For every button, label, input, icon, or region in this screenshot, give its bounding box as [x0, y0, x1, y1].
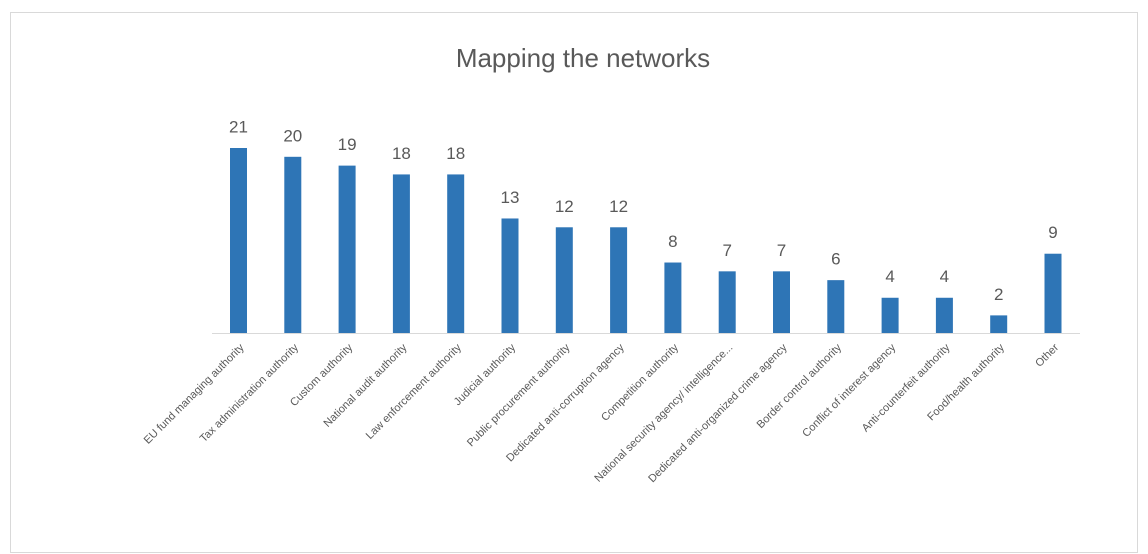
data-label: 8	[668, 232, 677, 251]
bar	[392, 174, 410, 333]
data-label: 4	[940, 267, 949, 286]
data-label: 21	[229, 117, 248, 136]
bar	[718, 271, 736, 333]
bar	[230, 148, 247, 333]
bar	[501, 218, 519, 333]
data-label: 13	[501, 188, 520, 207]
data-label: 12	[609, 197, 628, 216]
data-label: 2	[994, 285, 1003, 304]
chart-title: Mapping the networks	[456, 43, 710, 73]
data-label: 6	[831, 250, 840, 269]
data-label: 7	[722, 241, 731, 260]
data-label: 4	[885, 267, 894, 286]
bar	[447, 174, 465, 333]
bar	[827, 280, 845, 333]
data-label: 19	[338, 135, 357, 154]
data-label: 9	[1048, 223, 1057, 242]
bar	[338, 165, 356, 333]
bar	[935, 297, 953, 333]
bar	[881, 297, 899, 333]
data-label: 7	[777, 241, 786, 260]
bar	[773, 271, 790, 333]
bar	[610, 227, 628, 333]
bar	[284, 156, 302, 333]
data-label: 20	[283, 126, 302, 145]
chart-border	[10, 12, 1138, 553]
bar	[1044, 253, 1062, 333]
bar	[664, 262, 682, 333]
data-label: 18	[446, 144, 465, 163]
data-label: 18	[392, 144, 411, 163]
data-label: 12	[555, 197, 574, 216]
bar	[990, 315, 1008, 333]
bar	[555, 227, 573, 333]
